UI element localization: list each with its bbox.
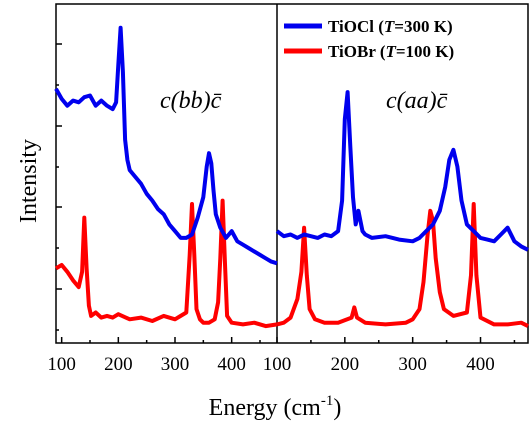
panel-label-text: c(bb)c̄	[160, 88, 222, 114]
panel-aa: 100 200 300 400	[263, 90, 529, 375]
x-tick-label: 100	[47, 354, 76, 375]
series-line-tiocl	[275, 90, 529, 252]
x-axis-title: Energy (cm-1)	[209, 393, 342, 421]
legend-label-tiocl: TiOCl (T=300 K)	[328, 17, 453, 36]
y-axis-title: Intensity	[16, 139, 42, 223]
series-line-tiobr	[276, 202, 529, 328]
x-tick-label: 300	[161, 354, 190, 375]
panel-bb: 100 200 300 400	[47, 25, 278, 375]
x-tick-label: 100	[263, 354, 292, 375]
x-tick-label: 300	[398, 354, 427, 375]
legend-label-tiobr: TiOBr (T=100 K)	[328, 42, 454, 61]
y-ticks	[56, 43, 62, 331]
x-tick-label: 200	[331, 354, 360, 375]
x-tick-label: 200	[104, 354, 133, 375]
plot-frame	[55, 3, 529, 344]
panel-label-bb: c(bb)c̄	[160, 88, 222, 114]
legend: TiOCl (T=300 K) TiOBr (T=100 K)	[284, 17, 454, 61]
panel-label-text: c(aa)c̄	[386, 88, 448, 114]
panel-label-aa: c(aa)c̄	[386, 88, 448, 114]
series-line-tiocl	[54, 25, 278, 266]
x-tick-label: 400	[466, 354, 495, 375]
x-tick-label: 400	[217, 354, 246, 375]
